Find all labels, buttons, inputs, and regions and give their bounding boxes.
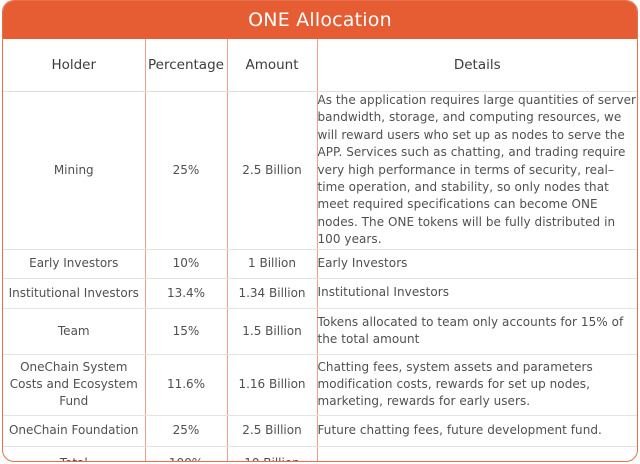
table-row: Mining 25% 2.5 Billion As the applicatio…: [3, 91, 637, 250]
holder-cell: Total: [3, 446, 146, 461]
table-row: OneChain Foundation 25% 2.5 Billion Futu…: [3, 415, 637, 447]
amount-cell: 2.5 Billion: [227, 415, 318, 447]
total-row: Total 100% 10 Billion: [3, 446, 637, 461]
percentage-cell: 25%: [145, 415, 228, 447]
amount-cell: 1.34 Billion: [227, 278, 318, 309]
table-row: Team 15% 1.5 Billion Tokens allocated to…: [3, 308, 637, 355]
details-cell: Chatting fees, system assets and paramet…: [317, 354, 637, 416]
holder-cell: Institutional Investors: [3, 278, 146, 309]
header-percentage: Percentage: [145, 39, 228, 92]
table-title: ONE Allocation: [3, 1, 637, 39]
holder-cell: Team: [3, 308, 146, 355]
percentage-cell: 10%: [145, 249, 228, 279]
header-row: Holder Percentage Amount Details: [3, 39, 637, 92]
header-holder: Holder: [3, 39, 146, 92]
percentage-cell: 15%: [145, 308, 228, 355]
percentage-cell: 100%: [145, 446, 228, 461]
header-amount: Amount: [227, 39, 318, 92]
details-cell: Tokens allocated to team only accounts f…: [317, 308, 637, 355]
details-cell: Institutional Investors: [317, 278, 637, 309]
percentage-cell: 11.6%: [145, 354, 228, 416]
table-row: Institutional Investors 13.4% 1.34 Billi…: [3, 278, 637, 309]
details-cell: [317, 446, 637, 461]
holder-cell: OneChain System Costs and Ecosystem Fund: [3, 354, 146, 416]
amount-cell: 1 Billion: [227, 249, 318, 279]
holder-cell: Mining: [3, 91, 146, 250]
allocation-table: Holder Percentage Amount Details Mining …: [3, 39, 637, 461]
details-cell: Future chatting fees, future development…: [317, 415, 637, 447]
table-row: Early Investors 10% 1 Billion Early Inve…: [3, 249, 637, 279]
amount-cell: 1.5 Billion: [227, 308, 318, 355]
holder-cell: Early Investors: [3, 249, 146, 279]
details-cell: As the application requires large quanti…: [317, 91, 637, 250]
percentage-cell: 25%: [145, 91, 228, 250]
table-row: OneChain System Costs and Ecosystem Fund…: [3, 354, 637, 416]
holder-cell: OneChain Foundation: [3, 415, 146, 447]
header-details: Details: [317, 39, 637, 92]
percentage-cell: 13.4%: [145, 278, 228, 309]
amount-cell: 2.5 Billion: [227, 91, 318, 250]
amount-cell: 1.16 Billion: [227, 354, 318, 416]
amount-cell: 10 Billion: [227, 446, 318, 461]
details-cell: Early Investors: [317, 249, 637, 279]
